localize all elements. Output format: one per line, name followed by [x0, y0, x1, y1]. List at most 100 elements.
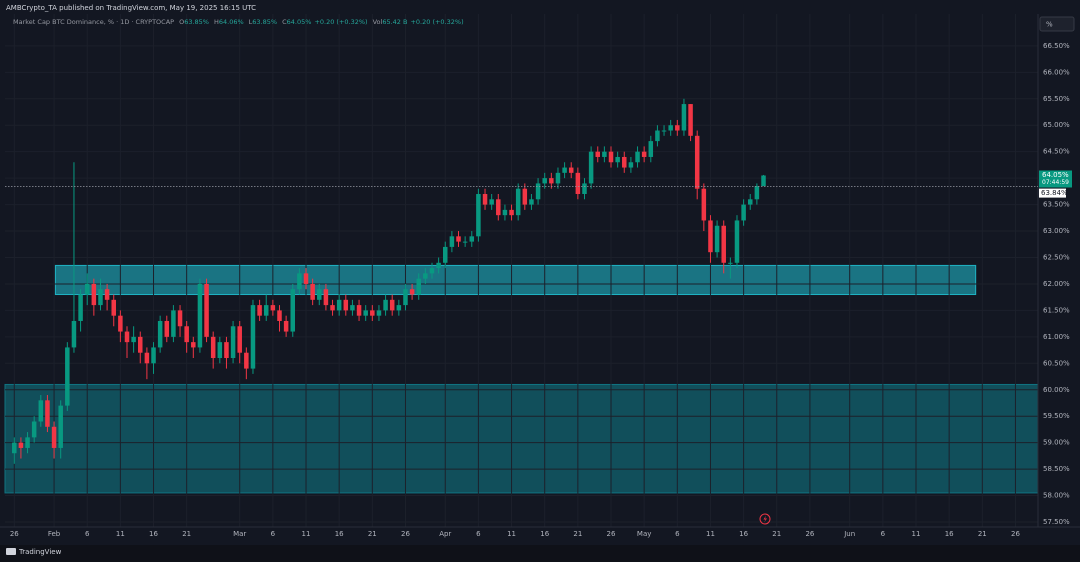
candle-body	[118, 315, 123, 332]
y-tick-label: 66.50%	[1043, 42, 1070, 50]
price-line-label: 63.84%	[1041, 189, 1068, 197]
x-tick-label: 11	[507, 530, 516, 538]
candle-body	[297, 273, 302, 290]
x-tick-label: 26	[1011, 530, 1020, 538]
x-tick-label: 21	[573, 530, 582, 538]
candle-body	[734, 220, 740, 263]
candle-body	[356, 305, 362, 316]
candle-body	[164, 320, 170, 337]
candle-body	[317, 289, 322, 300]
candle-body	[383, 299, 388, 311]
candle-body	[496, 199, 501, 216]
candle-body	[376, 310, 382, 316]
candle-body	[648, 141, 654, 157]
header: AMBCrypto_TA published on TradingView.co…	[6, 4, 256, 12]
legend-key: H	[214, 18, 219, 26]
candle-body	[330, 305, 335, 311]
candle-body	[655, 130, 660, 142]
candle-body	[708, 220, 713, 253]
x-tick-label: 11	[706, 530, 715, 538]
y-tick-label: 61.50%	[1043, 306, 1070, 314]
candle-body	[588, 151, 594, 184]
candle-body	[747, 199, 753, 205]
y-tick-label: 63.50%	[1043, 201, 1070, 209]
x-tick-label: 16	[149, 530, 158, 538]
x-tick-label: 26	[805, 530, 814, 538]
scale-button[interactable]	[1039, 16, 1075, 32]
candle-body	[303, 273, 309, 284]
candle-body	[449, 236, 455, 247]
candle-body	[124, 331, 130, 343]
candle-body	[370, 310, 375, 316]
legend-change: +0.20 (+0.32%)	[314, 18, 367, 26]
x-tick-label: 6	[85, 530, 90, 538]
x-tick-label: May	[637, 530, 651, 538]
candle-body	[45, 400, 50, 427]
x-tick-label: 26	[401, 530, 410, 538]
candle-body	[98, 289, 103, 306]
price-line-box	[1039, 188, 1066, 198]
x-tick-label: 26	[607, 530, 616, 538]
candle-body	[694, 135, 700, 189]
x-tick-label: 21	[182, 530, 191, 538]
candle-body	[416, 278, 421, 295]
candle-body	[761, 175, 766, 187]
candle-body	[469, 236, 475, 242]
candle-body	[144, 352, 150, 364]
legend-value: 64.05%	[287, 18, 312, 26]
footer-bar	[0, 545, 1080, 562]
x-tick-label: Jun	[843, 530, 855, 538]
scale-button-label[interactable]: %	[1046, 21, 1053, 29]
x-tick-label: 16	[739, 530, 748, 538]
candle-body	[436, 262, 441, 269]
candle-body	[622, 156, 627, 168]
y-tick-label: 58.50%	[1043, 465, 1070, 473]
candle-body	[283, 320, 289, 332]
legend-value: 64.06%	[219, 18, 244, 26]
alert-icon[interactable]	[759, 513, 771, 525]
candle-body	[442, 246, 448, 263]
candle-body	[171, 310, 176, 337]
candle-body	[270, 305, 276, 311]
candle-body	[65, 347, 70, 406]
candle-body	[210, 336, 216, 359]
candle-body	[12, 442, 17, 454]
candle-body	[562, 167, 567, 173]
candle-body	[721, 225, 726, 263]
y-tick-label: 65.00%	[1043, 121, 1070, 129]
candle-body	[741, 204, 746, 221]
legend-title: Market Cap BTC Dominance, % · 1D · CRYPT…	[13, 18, 174, 26]
candles	[12, 98, 766, 464]
candle-body	[641, 151, 647, 157]
x-tick-label: 11	[116, 530, 125, 538]
zones	[4, 264, 1039, 494]
candle-body	[104, 289, 110, 300]
candle-body	[290, 289, 296, 332]
y-tick-label: 58.00%	[1043, 492, 1070, 500]
legend-value: 63.85%	[252, 18, 277, 26]
footer-logo: TradingView	[6, 548, 62, 556]
candle-body	[595, 151, 601, 157]
candle-body	[244, 352, 249, 369]
candle-body	[151, 347, 156, 364]
candle-body	[25, 437, 30, 448]
candle-body	[423, 273, 428, 279]
candle-body	[389, 299, 395, 311]
grid	[5, 14, 1038, 527]
candle-body	[542, 178, 547, 184]
candle-body	[608, 151, 614, 163]
x-tick-label: Feb	[48, 530, 61, 538]
x-tick-label: 16	[540, 530, 549, 538]
y-tick-label: 57.50%	[1043, 518, 1070, 526]
candle-body	[217, 342, 223, 359]
candle-body	[350, 305, 355, 311]
zone	[54, 264, 977, 296]
candle-body	[237, 326, 242, 353]
candle-body	[555, 172, 561, 184]
candle-body	[489, 199, 494, 205]
legend-key: L	[249, 18, 253, 26]
y-tick-label: 59.50%	[1043, 412, 1070, 420]
candle-body	[635, 151, 640, 163]
candle-body	[277, 310, 282, 321]
